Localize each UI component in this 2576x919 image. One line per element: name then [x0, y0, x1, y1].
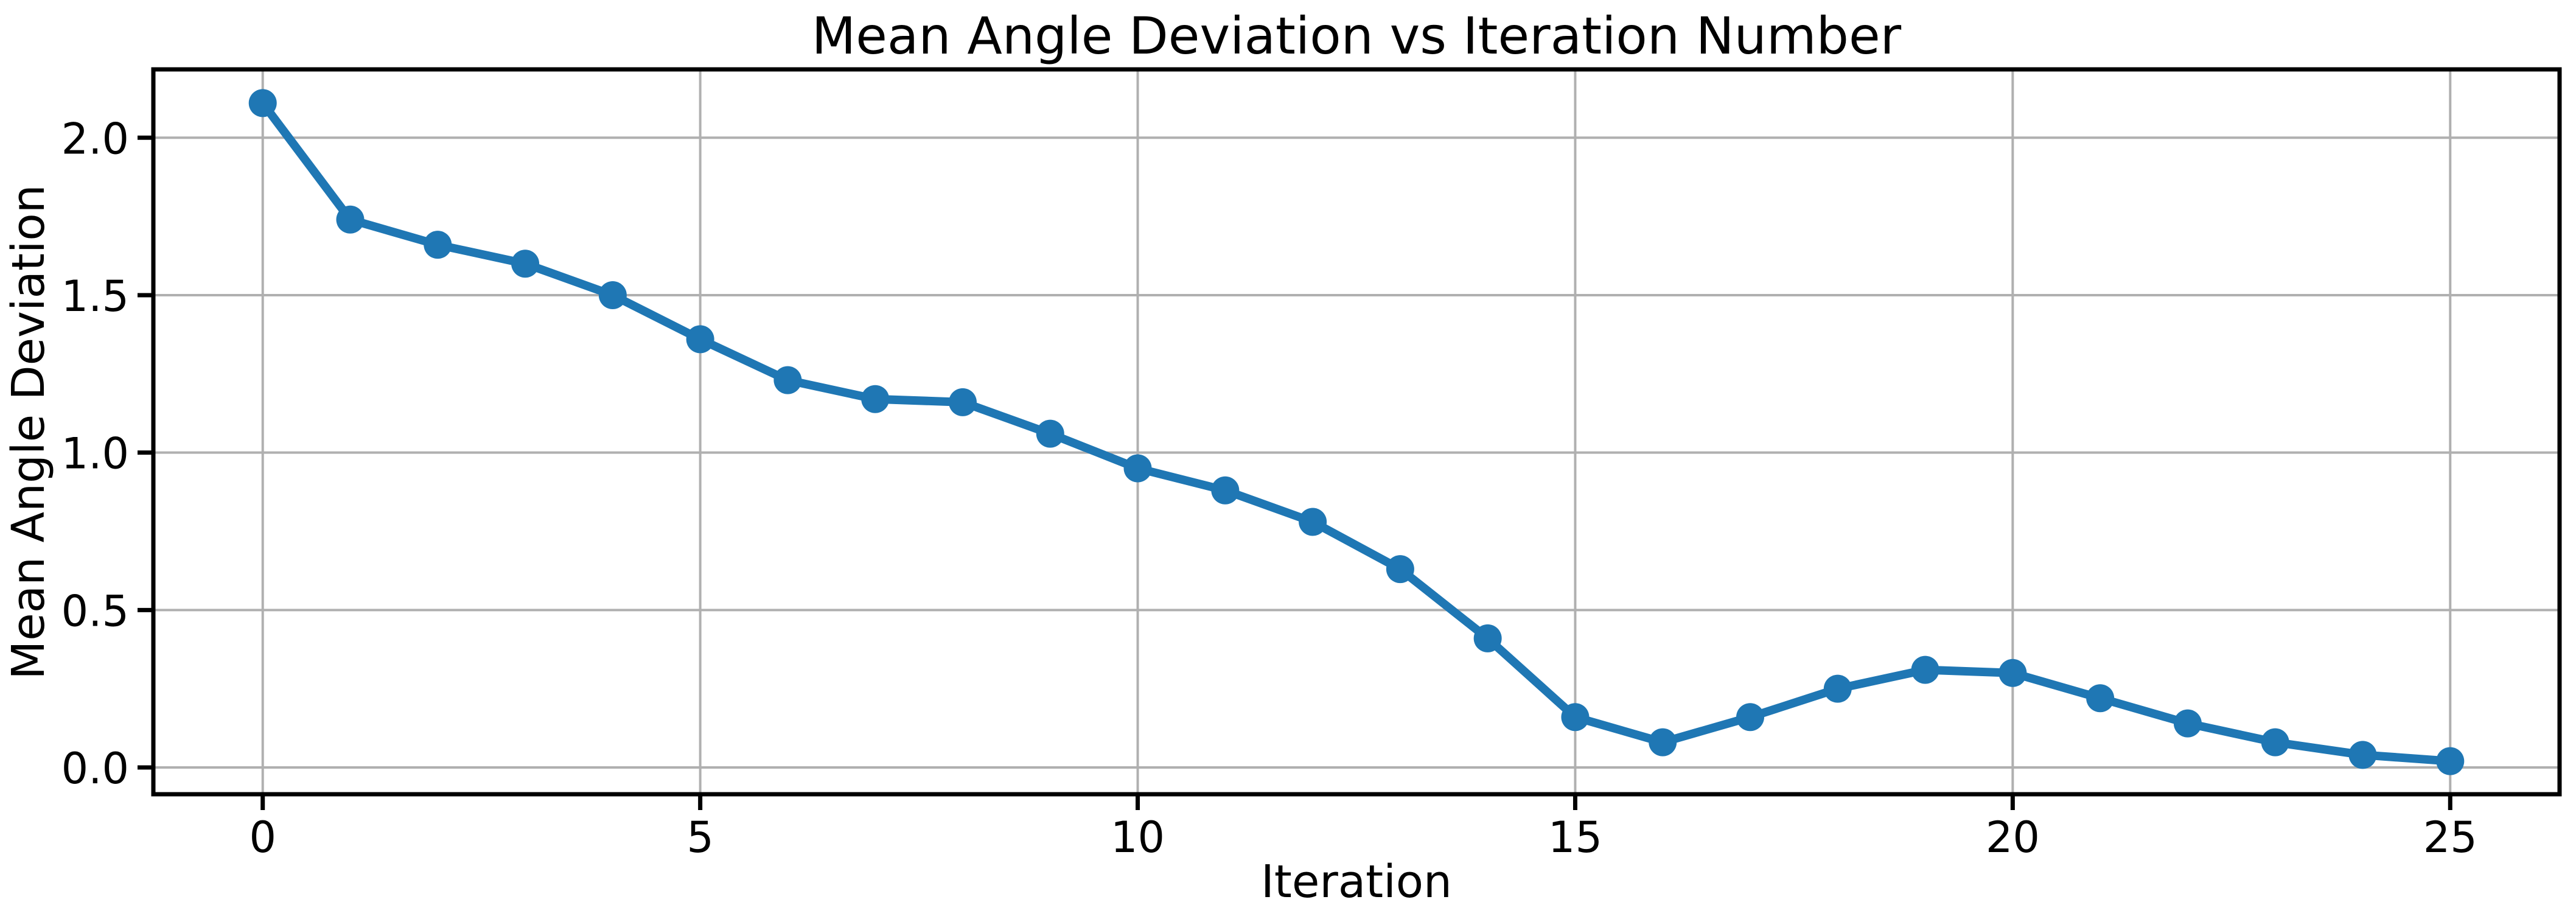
data-point	[1123, 454, 1152, 483]
data-point	[1473, 624, 1502, 652]
data-point	[2261, 728, 2289, 757]
data-point	[1736, 703, 1765, 732]
y-tick-label: 1.5	[61, 271, 129, 321]
data-point	[248, 89, 277, 117]
chart-title: Mean Angle Deviation vs Iteration Number	[812, 6, 1902, 66]
tick-layer: 0 5 10 15 20 25 0.0 0.5 1.0 1.5 2.0	[61, 114, 2477, 862]
data-point	[1911, 655, 1939, 684]
data-point	[598, 281, 627, 309]
data-point	[2086, 684, 2115, 713]
data-point	[1998, 659, 2027, 687]
x-tick-label: 5	[686, 812, 714, 862]
y-axis-label: Mean Angle Deviation	[2, 184, 55, 679]
y-tick-label: 1.0	[61, 429, 129, 479]
data-series	[248, 89, 2465, 775]
data-point	[424, 231, 452, 259]
x-tick-label: 0	[249, 812, 276, 862]
data-point	[861, 385, 890, 413]
data-point	[1561, 703, 1590, 732]
y-tick-label: 0.0	[61, 744, 129, 794]
data-point	[1823, 674, 1852, 703]
grid-layer	[153, 69, 2560, 794]
x-tick-label: 20	[1986, 812, 2040, 862]
data-point	[511, 250, 540, 278]
data-point	[1211, 476, 1240, 505]
y-tick-label: 0.5	[61, 586, 129, 636]
data-point	[1649, 728, 1677, 757]
data-point	[1036, 419, 1064, 448]
data-point	[2348, 741, 2377, 769]
data-point	[336, 205, 365, 234]
data-line	[258, 99, 2455, 766]
x-axis-label: Iteration	[1261, 856, 1452, 908]
x-tick-label: 15	[1548, 812, 1602, 862]
data-point	[1299, 508, 1327, 536]
plot-border	[151, 67, 2562, 797]
axes-frame	[151, 67, 2562, 797]
data-point	[2173, 709, 2202, 738]
data-point	[1386, 555, 1414, 584]
data-point	[948, 388, 977, 416]
x-tick-label: 10	[1111, 812, 1165, 862]
data-point	[686, 325, 714, 354]
x-tick-label: 25	[2423, 812, 2477, 862]
data-point	[2436, 747, 2465, 775]
data-point	[773, 366, 802, 394]
y-tick-label: 2.0	[61, 114, 129, 164]
